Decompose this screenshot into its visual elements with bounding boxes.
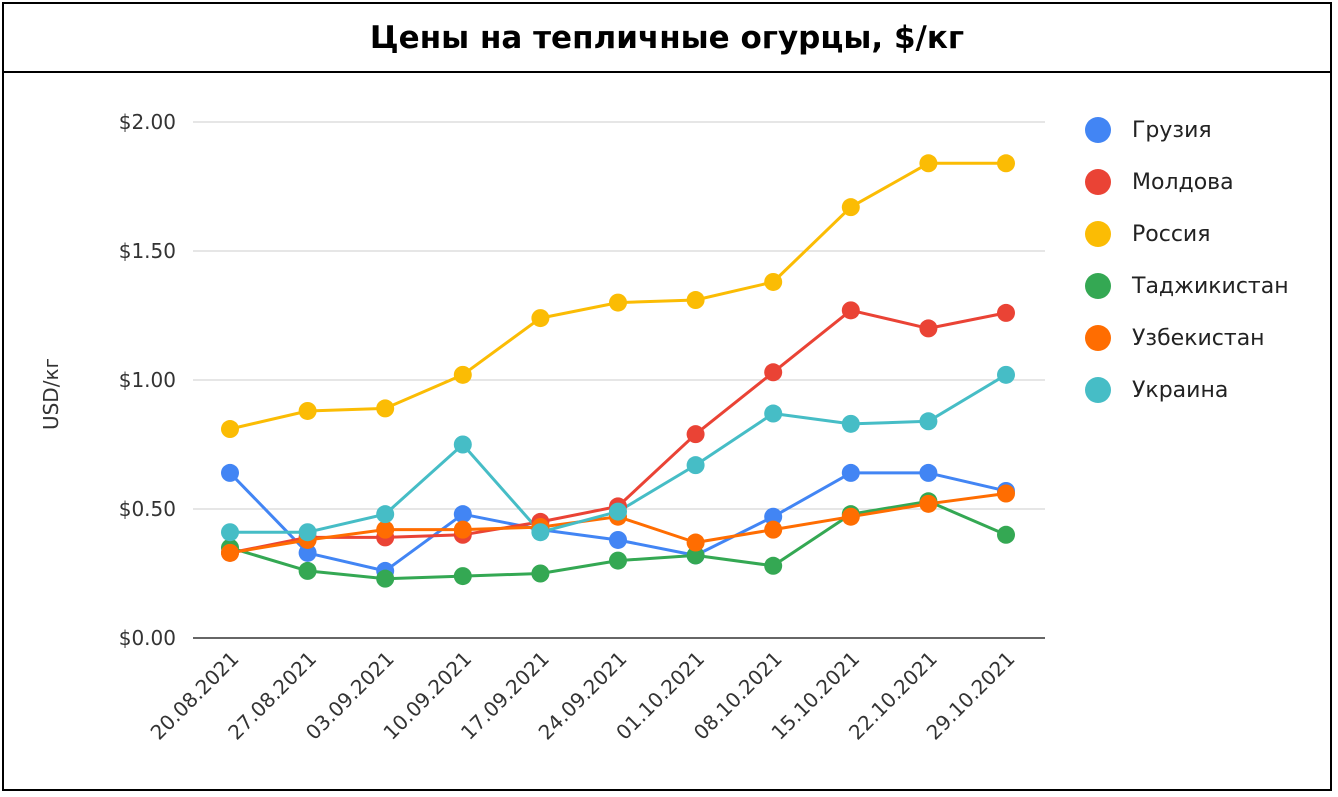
- data-point-series-4: [298, 561, 317, 580]
- data-point-series-5: [919, 494, 938, 513]
- data-point-series-3: [298, 401, 317, 420]
- data-point-series-2: [764, 363, 783, 382]
- data-point-series-6: [453, 435, 472, 454]
- data-point-series-3: [609, 293, 627, 312]
- data-point-series-3: [764, 272, 783, 291]
- legend-item: Молдова: [1085, 156, 1289, 208]
- data-point-series-5: [221, 543, 239, 562]
- legend-item: Украина: [1085, 364, 1289, 416]
- data-point-series-1: [221, 463, 239, 482]
- data-point-series-1: [841, 463, 860, 482]
- data-point-series-6: [997, 365, 1015, 384]
- data-point-series-4: [764, 556, 783, 575]
- data-point-series-6: [609, 502, 627, 521]
- legend-item: Таджикистан: [1085, 260, 1289, 312]
- y-tick-label: $2.00: [119, 110, 176, 134]
- legend-marker: [1085, 117, 1111, 143]
- data-point-series-2: [919, 319, 938, 338]
- legend-label: Узбекистан: [1132, 325, 1265, 351]
- y-axis-title: USD/кг: [39, 358, 63, 430]
- data-point-series-3: [919, 154, 938, 173]
- data-point-series-4: [997, 525, 1015, 544]
- data-point-series-6: [919, 412, 938, 431]
- data-point-series-6: [221, 523, 239, 542]
- legend-marker: [1085, 325, 1111, 351]
- data-point-series-5: [764, 520, 783, 539]
- data-point-series-5: [453, 520, 472, 539]
- data-point-series-5: [686, 533, 705, 552]
- data-point-series-6: [298, 523, 317, 542]
- data-point-series-2: [997, 303, 1015, 322]
- legend-marker: [1085, 273, 1111, 299]
- legend-marker: [1085, 377, 1111, 403]
- data-point-series-1: [298, 543, 317, 562]
- y-tick-label: $1.50: [119, 239, 176, 263]
- data-point-series-3: [376, 399, 395, 418]
- legend-marker: [1085, 221, 1111, 247]
- y-tick-label: $0.00: [119, 626, 176, 650]
- legend-item: Грузия: [1085, 104, 1289, 156]
- data-point-series-6: [841, 414, 860, 433]
- data-point-series-2: [841, 301, 860, 320]
- title-bar: Цены на тепличные огурцы, $/кг: [4, 4, 1330, 73]
- legend-label: Россия: [1132, 221, 1211, 247]
- data-point-series-3: [997, 154, 1015, 173]
- data-point-series-6: [686, 456, 705, 475]
- legend-label: Грузия: [1132, 117, 1212, 143]
- legend-item: Узбекистан: [1085, 312, 1289, 364]
- data-point-series-3: [531, 309, 550, 328]
- data-point-series-4: [531, 564, 550, 583]
- data-point-series-4: [609, 551, 627, 570]
- legend-item: Россия: [1085, 208, 1289, 260]
- data-point-series-4: [686, 546, 705, 565]
- data-point-series-3: [221, 420, 239, 439]
- legend-label: Украина: [1132, 377, 1229, 403]
- data-point-series-1: [609, 530, 627, 549]
- data-point-series-1: [764, 507, 783, 526]
- data-point-series-3: [686, 291, 705, 310]
- legend-label: Таджикистан: [1132, 273, 1289, 299]
- data-point-series-6: [764, 404, 783, 423]
- chart-title: Цены на тепличные огурцы, $/кг: [369, 19, 965, 56]
- data-point-series-4: [453, 567, 472, 586]
- data-point-series-3: [453, 365, 472, 384]
- data-point-series-5: [841, 507, 860, 526]
- y-tick-label: $0.50: [119, 497, 176, 521]
- data-point-series-2: [686, 425, 705, 444]
- data-point-series-5: [997, 484, 1015, 503]
- data-point-series-1: [919, 463, 938, 482]
- data-point-series-1: [453, 505, 472, 524]
- data-point-series-4: [376, 569, 395, 588]
- data-point-series-3: [841, 198, 860, 217]
- data-point-series-5: [376, 520, 395, 539]
- data-point-series-6: [376, 505, 395, 524]
- y-tick-label: $1.00: [119, 368, 176, 392]
- data-point-series-6: [531, 523, 550, 542]
- legend-marker: [1085, 169, 1111, 195]
- legend: Грузия Молдова Россия Таджикистан Узбекистан…: [1085, 104, 1289, 416]
- legend-label: Молдова: [1132, 169, 1234, 195]
